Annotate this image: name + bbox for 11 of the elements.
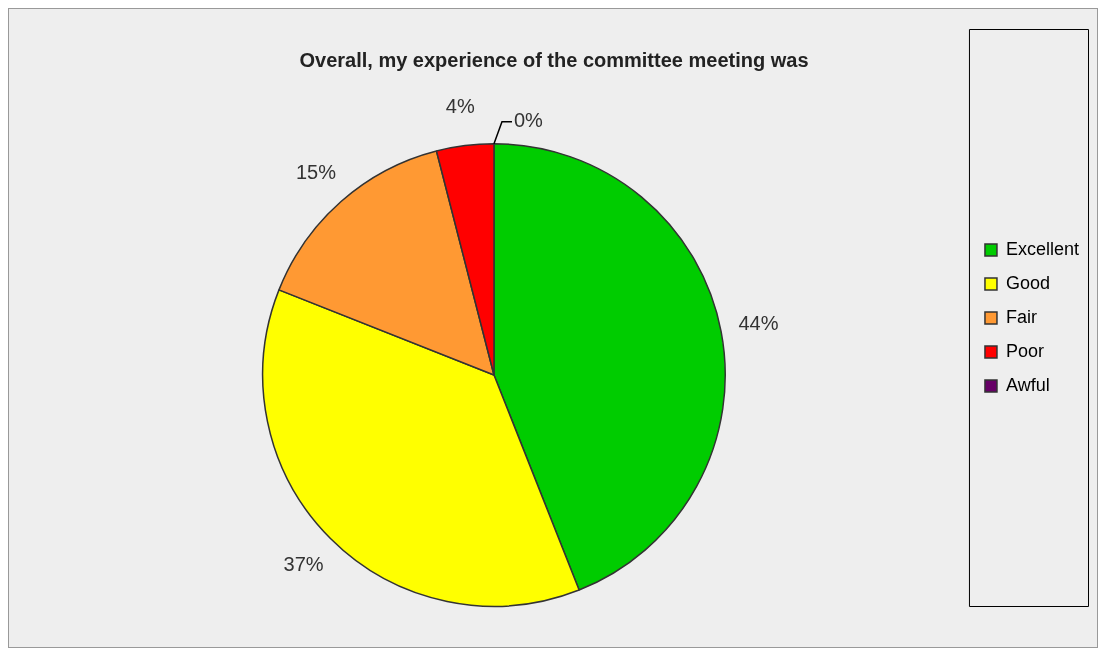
- legend-label: Excellent: [1005, 238, 1080, 259]
- legend-label: Poor: [1005, 340, 1044, 361]
- data-label: 37%: [283, 552, 324, 575]
- data-label: 4%: [445, 95, 475, 118]
- legend-label: Good: [1005, 272, 1051, 293]
- text: 0%: [513, 109, 543, 132]
- legend-label: Awful: [1005, 374, 1050, 395]
- text: Overall, my experience of the committee meeting was: [299, 48, 809, 71]
- legend-label: Fair: [1005, 306, 1037, 327]
- data-label: 44%: [738, 312, 779, 335]
- data-label: 15%: [295, 160, 337, 183]
